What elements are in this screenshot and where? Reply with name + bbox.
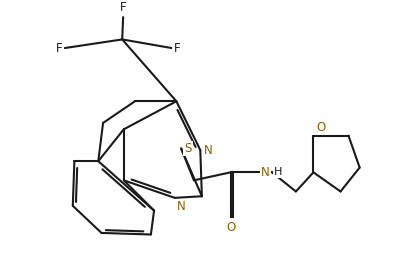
Text: N: N (177, 200, 185, 213)
Text: N: N (204, 144, 213, 156)
Text: F: F (56, 42, 63, 55)
Text: F: F (173, 42, 180, 55)
Text: N: N (261, 166, 270, 179)
Text: O: O (226, 221, 235, 234)
Text: F: F (120, 1, 126, 14)
Text: H: H (274, 167, 282, 177)
Text: O: O (316, 121, 325, 134)
Text: S: S (184, 142, 191, 155)
